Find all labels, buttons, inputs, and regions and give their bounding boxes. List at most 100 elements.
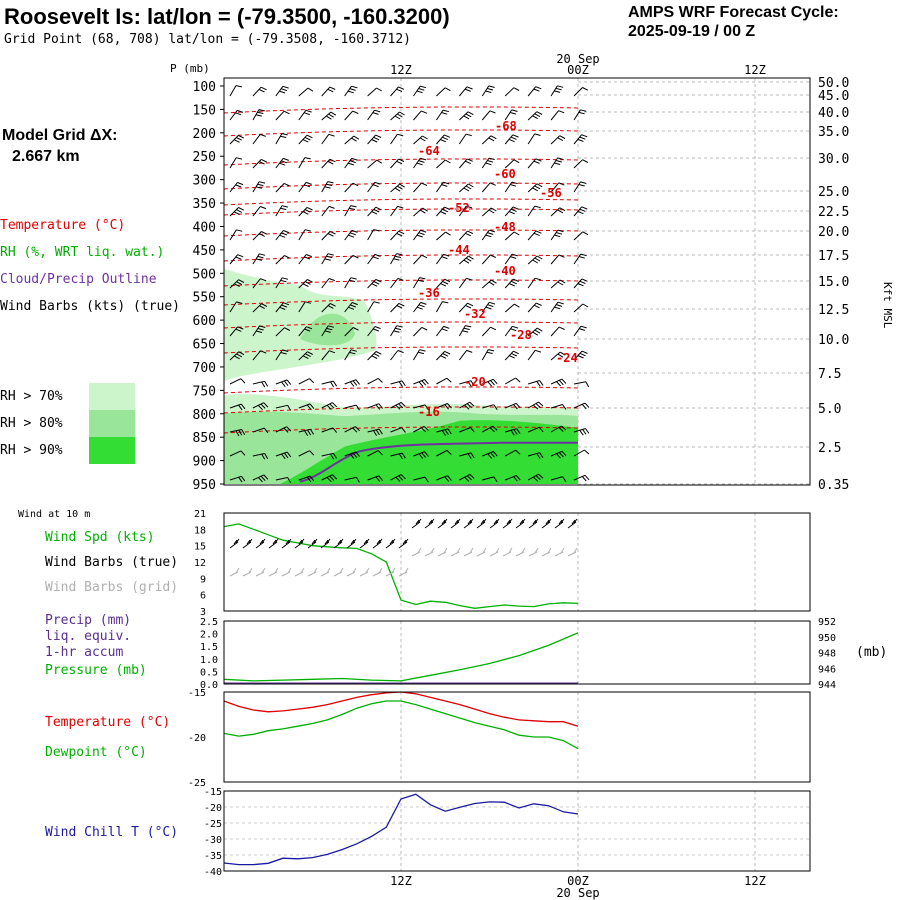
wind-barb	[413, 229, 427, 241]
wind-barb	[229, 403, 246, 411]
temperature-series-label: Temperature (°C)	[45, 715, 171, 730]
wind-barb	[321, 380, 338, 388]
wind10-speed-label: Wind Spd (kts)	[45, 530, 155, 545]
wind10-barbs-grid-label: Wind Barbs (grid)	[45, 580, 179, 595]
wind-barb	[481, 110, 496, 121]
wind10-barb-grid	[372, 567, 383, 577]
wind-barb	[298, 428, 315, 437]
wind-barb	[367, 475, 383, 482]
wind-barb	[458, 133, 472, 145]
wind-barb	[550, 207, 566, 217]
pressure-tick-label: 550	[193, 291, 216, 306]
wind-barb	[527, 230, 542, 241]
wind-barb	[573, 428, 590, 436]
wind-barb	[390, 427, 406, 433]
model-grid-value: 2.667 km	[12, 148, 80, 165]
wind-barb	[367, 229, 380, 241]
temp-label: -28	[510, 328, 532, 342]
wind-barb	[413, 425, 429, 433]
pressure-ytick-label: 946	[818, 664, 836, 675]
wind-barb	[390, 350, 404, 361]
wind-barb	[482, 476, 498, 483]
wind-barb	[229, 450, 246, 457]
wind-barb	[413, 277, 426, 289]
wind10-barb-true	[294, 538, 305, 549]
wind-barb	[527, 158, 542, 169]
wind-barb	[550, 378, 567, 387]
wind-barb	[321, 158, 336, 169]
rh70-region	[224, 268, 377, 381]
wind-barb	[229, 229, 243, 241]
wind-barb	[321, 253, 334, 265]
wind-barb	[390, 253, 403, 265]
wind-barb	[390, 474, 406, 482]
windchill-ytick-label: -25	[204, 819, 222, 830]
top-time-tick: 00Z	[567, 63, 589, 77]
wind-barb	[298, 134, 313, 145]
wind-barb	[298, 109, 312, 121]
wind10-barb-true	[554, 518, 565, 529]
wind-barb	[573, 109, 587, 121]
wind-barb	[458, 277, 473, 289]
wind-barb	[321, 303, 336, 313]
legend-temperature: Temperature (°C)	[0, 218, 126, 233]
wind-barb	[344, 349, 357, 361]
precip-ytick-label: 1.0	[200, 655, 218, 666]
wind-barb	[298, 157, 311, 169]
wind10-barb-true	[333, 538, 344, 549]
wind10-barb-grid	[398, 567, 409, 577]
height-tick-label: 45.0	[818, 89, 849, 104]
wind-barb	[527, 302, 542, 313]
wind-barb	[390, 277, 404, 289]
wind-barb	[436, 403, 452, 410]
wind-barb	[550, 404, 567, 410]
pressure-tick-label: 200	[193, 127, 216, 142]
wind-barb	[344, 302, 358, 313]
wind-barb	[458, 205, 473, 217]
wind-barb	[505, 402, 521, 410]
top-date-label: 20 Sep	[556, 52, 599, 66]
pressure-tick-label: 850	[193, 431, 216, 446]
wind-barb	[550, 254, 565, 265]
bottom-time-tick: 12Z	[390, 874, 412, 888]
wind-barb	[298, 301, 312, 313]
temp-label: -44	[448, 243, 470, 257]
wind-barb	[504, 278, 519, 289]
wind-barb	[367, 403, 383, 410]
wind10-barb-true	[268, 538, 279, 549]
wind-barb	[367, 87, 382, 97]
wind-barb	[298, 378, 315, 385]
wind-barb	[367, 134, 382, 145]
wind-barb	[435, 253, 450, 265]
wind10-barb-true	[502, 518, 513, 529]
wind-barb	[275, 379, 292, 388]
wind-barb	[298, 351, 313, 361]
precip-panel-frame	[223, 620, 811, 685]
wind-barb	[527, 473, 544, 482]
wind-barb	[481, 301, 496, 313]
wind-barb	[458, 349, 473, 361]
pressure-tick-label: 900	[193, 455, 216, 470]
temp-label: -48	[494, 220, 516, 234]
wind-barb	[275, 327, 291, 337]
wind-barb	[435, 181, 450, 193]
wind10-barb-true	[515, 518, 526, 529]
wind-barb	[504, 350, 520, 361]
dewpoint-line	[223, 700, 579, 750]
wind-barb	[573, 231, 589, 241]
wind-speed-line	[223, 523, 579, 609]
wind-barb	[298, 326, 313, 337]
wind10-barb-grid	[268, 567, 279, 577]
wind-barb	[527, 277, 541, 289]
bottom-time-tick: 00Z	[567, 874, 589, 888]
wind-barb	[573, 87, 589, 97]
wind10-barb-true	[372, 538, 383, 549]
wind-barb	[344, 327, 359, 337]
wind10-barb-true	[385, 538, 396, 549]
wind-barb	[527, 401, 544, 410]
wind10-barb-grid	[463, 547, 474, 557]
wind10-barb-true	[359, 538, 370, 549]
temp-label: -56	[540, 186, 562, 200]
wind-barb	[390, 380, 406, 387]
